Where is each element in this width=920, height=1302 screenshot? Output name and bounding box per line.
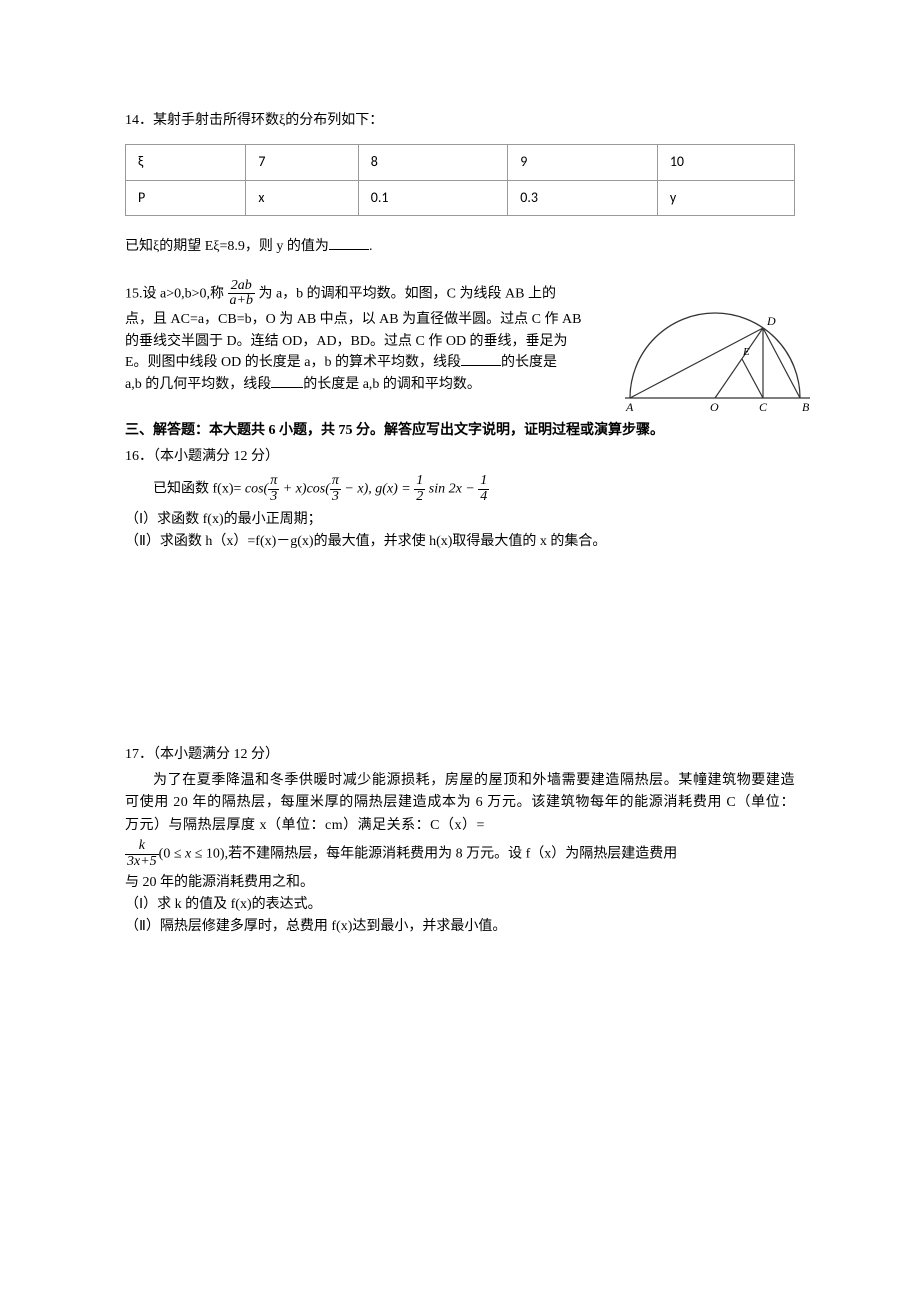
label-o: O (710, 400, 719, 414)
fraction-num: 2ab (228, 279, 255, 295)
q17-formula-line: k 3x+5 (0 ≤ x ≤ 10),若不建隔热层，每年能源消耗费用为 8 万… (125, 839, 795, 869)
fraction-den: 3 (330, 490, 341, 505)
k-over-3x5: k 3x+5 (125, 839, 159, 869)
q17-part2: （Ⅱ）隔热层修建多厚时，总费用 f(x)达到最小，并求最小值。 (125, 916, 795, 938)
fraction-num: π (268, 474, 279, 490)
fill-blank (271, 374, 303, 388)
q15-l1-prefix: 15.设 a>0,b>0,称 (125, 286, 224, 301)
fraction-den: 2 (414, 490, 425, 505)
cell: 0.1 (358, 180, 508, 215)
q15-l5-suffix: 的长度是 a,b 的调和平均数。 (303, 377, 481, 392)
q15-l4-suffix: 的长度是 (501, 355, 557, 370)
fill-blank (461, 353, 501, 367)
table-row: ξ 7 8 9 10 (126, 145, 795, 180)
fraction-den: a+b (228, 294, 255, 309)
minus-x: − x (344, 482, 363, 497)
fraction-num: π (330, 474, 341, 490)
q15-l3: 的垂线交半圆于 D。连结 OD，AD，BD。过点 C 作 OD 的垂线，垂足为 (125, 334, 568, 349)
q17-header: 17．（本小题满分 12 分） (125, 744, 795, 766)
q15-text: 15.设 a>0,b>0,称 2ab a+b 为 a，b 的调和平均数。如图，C… (125, 279, 605, 396)
cell-xi: ξ (126, 145, 246, 180)
plus-x: + x (283, 482, 302, 497)
fraction-num: 1 (478, 474, 489, 490)
q16-formula: 已知函数 f(x)= cos(π3 + x)cos(π3 − x), g(x) … (153, 474, 795, 504)
label-d: D (766, 314, 776, 328)
pi-over-3-b: π3 (330, 474, 341, 504)
one-quarter: 14 (478, 474, 489, 504)
q15-l2: 点，且 AC=a，CB=b，O 为 AB 中点，以 AB 为直径做半圆。过点 C… (125, 312, 581, 327)
fraction-den: 3x+5 (125, 855, 159, 870)
g-eq: g(x) = (375, 482, 414, 497)
q17-range-open: (0 ≤ (159, 847, 185, 862)
cell: 8 (358, 145, 508, 180)
one-half: 12 (414, 474, 425, 504)
fraction-num: 1 (414, 474, 425, 490)
harmonic-mean-fraction: 2ab a+b (228, 279, 255, 309)
answer-space (125, 554, 795, 744)
fraction-den: 4 (478, 490, 489, 505)
q17-p3: 与 20 年的能源消耗费用之和。 (125, 872, 795, 894)
q16-header: 16．（本小题满分 12 分） (125, 446, 795, 468)
q15: 15.设 a>0,b>0,称 2ab a+b 为 a，b 的调和平均数。如图，C… (125, 279, 795, 396)
section-3-title: 三、解答题：本大题共 6 小题，共 75 分。解答应写出文字说明，证明过程或演算… (125, 420, 795, 442)
exam-page: 14．某射手射击所得环数ξ的分布列如下： ξ 7 8 9 10 P x 0.1 … (0, 0, 920, 999)
q14-post-suffix: . (369, 239, 373, 254)
cell: 9 (508, 145, 658, 180)
q17-range-rest: ≤ 10),若不建隔热层，每年能源消耗费用为 8 万元。设 f（x）为隔热层建造… (191, 847, 677, 862)
cell-p: P (126, 180, 246, 215)
label-c: C (759, 400, 768, 414)
q14-table: ξ 7 8 9 10 P x 0.1 0.3 y (125, 144, 795, 216)
q14-conclusion: 已知ξ的期望 Eξ=8.9，则 y 的值为. (125, 236, 795, 258)
close-cos: )cos( (302, 482, 330, 497)
q17-p1: 为了在夏季降温和冬季供暖时减少能源损耗，房屋的屋顶和外墙需要建造隔热层。某幢建筑… (125, 770, 795, 837)
cell: y (657, 180, 794, 215)
label-b: B (802, 400, 810, 414)
cell: 7 (246, 145, 358, 180)
q16-part2: （Ⅱ）求函数 h（x）=f(x)－g(x)的最大值，并求使 h(x)取得最大值的… (125, 531, 795, 553)
cell: 10 (657, 145, 794, 180)
cell: 0.3 (508, 180, 658, 215)
q14-post-prefix: 已知ξ的期望 Eξ=8.9，则 y 的值为 (125, 239, 329, 254)
sin2x: sin 2x − (425, 482, 478, 497)
fraction-den: 3 (268, 490, 279, 505)
q14-intro: 14．某射手射击所得环数ξ的分布列如下： (125, 110, 795, 132)
close2: ), (364, 482, 372, 497)
pi-over-3: π3 (268, 474, 279, 504)
fill-blank (329, 237, 369, 251)
q15-l4-prefix: E。则图中线段 OD 的长度是 a，b 的算术平均数，线段 (125, 355, 461, 370)
q16-part1: （Ⅰ）求函数 f(x)的最小正周期； (125, 509, 795, 531)
table-row: P x 0.1 0.3 y (126, 180, 795, 215)
cell: x (246, 180, 358, 215)
q17-part1: （Ⅰ）求 k 的值及 f(x)的表达式。 (125, 894, 795, 916)
label-e: E (742, 346, 750, 358)
q17-body: 为了在夏季降温和冬季供暖时减少能源损耗，房屋的屋顶和外墙需要建造隔热层。某幢建筑… (125, 770, 795, 939)
semicircle-diagram: A O C B D E (620, 303, 815, 418)
label-a: A (625, 400, 634, 414)
q15-l1-suffix: 为 a，b 的调和平均数。如图，C 为线段 AB 上的 (258, 286, 556, 301)
q16-prefix: 已知函数 f(x)= (153, 482, 241, 497)
fraction-num: k (125, 839, 159, 855)
cos-open: cos( (245, 482, 268, 497)
q15-l5-prefix: a,b 的几何平均数，线段 (125, 377, 271, 392)
